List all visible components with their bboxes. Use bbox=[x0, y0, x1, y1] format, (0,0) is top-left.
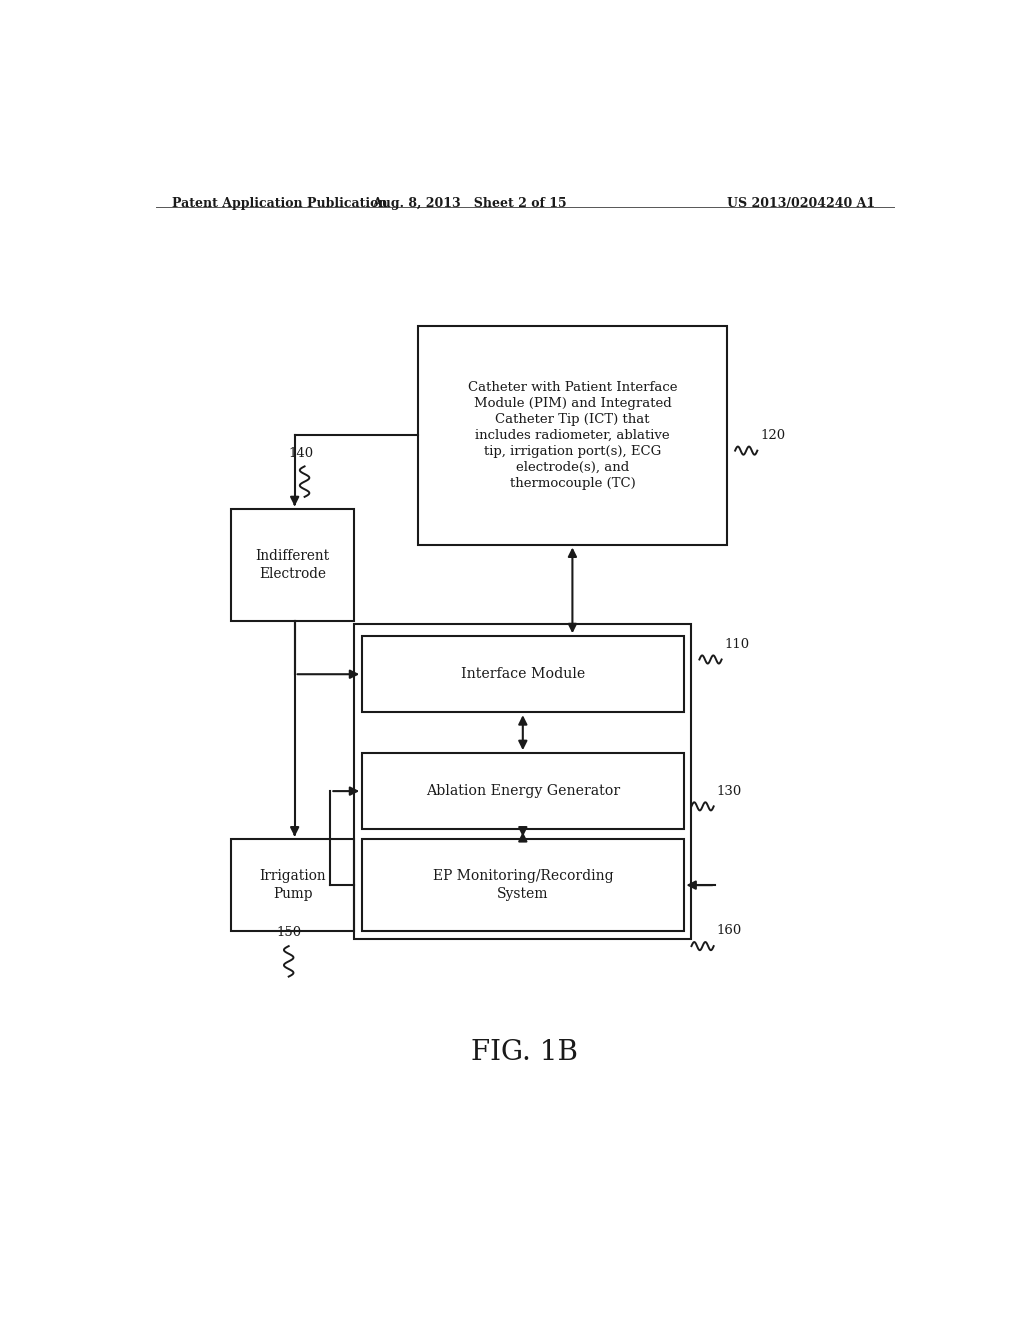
Text: Aug. 8, 2013   Sheet 2 of 15: Aug. 8, 2013 Sheet 2 of 15 bbox=[372, 197, 566, 210]
Text: Patent Application Publication: Patent Application Publication bbox=[172, 197, 387, 210]
Text: Irrigation
Pump: Irrigation Pump bbox=[259, 870, 326, 900]
Bar bbox=[362, 636, 684, 713]
Bar bbox=[231, 510, 354, 620]
Text: 160: 160 bbox=[717, 924, 742, 937]
Text: 140: 140 bbox=[288, 446, 313, 459]
Text: Catheter with Patient Interface
Module (PIM) and Integrated
Catheter Tip (ICT) t: Catheter with Patient Interface Module (… bbox=[468, 381, 677, 490]
Bar bbox=[362, 840, 684, 931]
Text: Ablation Energy Generator: Ablation Energy Generator bbox=[426, 784, 620, 799]
Bar bbox=[362, 752, 684, 829]
Bar bbox=[231, 840, 354, 931]
Bar bbox=[354, 624, 691, 939]
Text: 150: 150 bbox=[276, 927, 301, 940]
Text: FIG. 1B: FIG. 1B bbox=[471, 1039, 579, 1067]
Text: Interface Module: Interface Module bbox=[461, 667, 585, 681]
Text: US 2013/0204240 A1: US 2013/0204240 A1 bbox=[727, 197, 876, 210]
Text: Indifferent
Electrode: Indifferent Electrode bbox=[256, 549, 330, 581]
Text: 110: 110 bbox=[725, 638, 750, 651]
Bar bbox=[418, 326, 727, 545]
Text: EP Monitoring/Recording
System: EP Monitoring/Recording System bbox=[432, 870, 613, 900]
Text: 120: 120 bbox=[761, 429, 785, 442]
Text: 130: 130 bbox=[717, 784, 742, 797]
